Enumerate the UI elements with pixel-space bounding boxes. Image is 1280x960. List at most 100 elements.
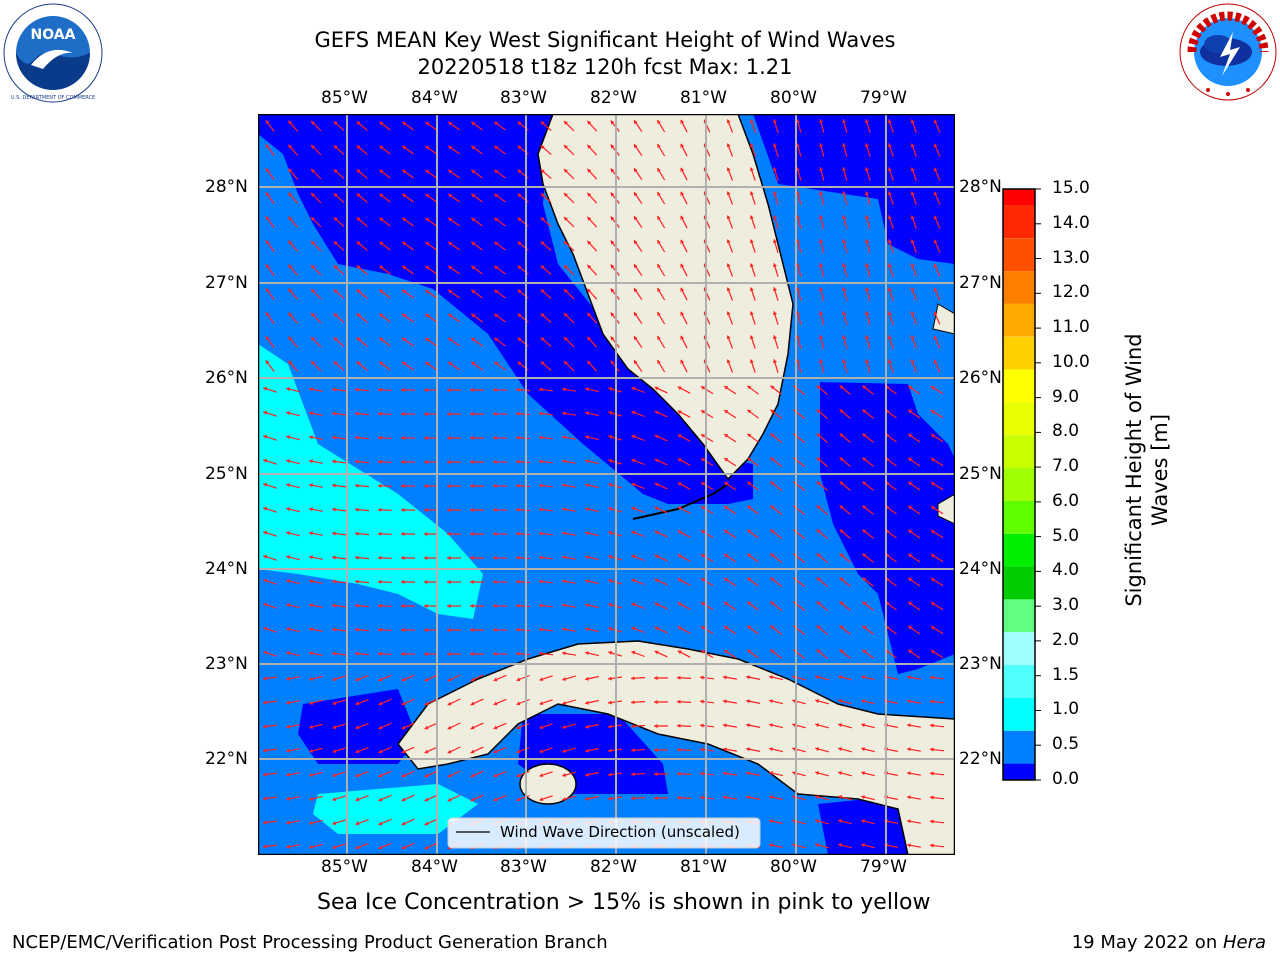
colorbar-segment: [1003, 599, 1035, 633]
wind-arrow-head: [839, 553, 844, 558]
wind-arrow-head: [773, 335, 777, 340]
wind-arrow-head: [819, 119, 824, 124]
wind-arrow-head: [726, 119, 731, 124]
wind-arrow-head: [796, 143, 800, 148]
wind-arrow-head: [564, 337, 568, 341]
wind-arrow-head: [634, 312, 638, 317]
wind-arrow-head: [447, 677, 452, 682]
wind-arrow-head: [749, 239, 754, 244]
wind-arrow-head: [933, 143, 938, 148]
wind-arrow-head: [517, 217, 522, 222]
wind-arrow-head: [887, 239, 892, 244]
wind-arrow-head: [539, 725, 544, 730]
lon-bottom-3: 82°W: [590, 857, 637, 877]
wind-arrow-head: [286, 844, 290, 849]
wind-arrow-head: [470, 435, 474, 440]
wind-arrow-head: [654, 772, 658, 777]
wind-arrow-head: [424, 651, 428, 657]
wind-arrow-head: [471, 145, 476, 150]
wind-arrow-head: [493, 651, 497, 656]
wind-arrow-head: [819, 359, 824, 364]
wind-arrow-head: [286, 748, 290, 753]
wind-arrow-head: [773, 263, 777, 268]
wind-arrow-head: [815, 699, 820, 704]
wind-arrow-head: [378, 677, 383, 682]
wind-arrow-head: [332, 677, 337, 681]
wind-arrow-head: [493, 773, 498, 778]
wind-arrow-head: [701, 434, 705, 438]
wind-arrow-head: [402, 241, 407, 246]
lon-top-4: 81°W: [680, 88, 727, 108]
wind-arrow-head: [610, 192, 615, 197]
wind-arrow-head: [470, 651, 474, 656]
wind-arrow-head: [677, 578, 682, 583]
wind-arrow-head: [680, 335, 685, 340]
wind-arrow-head: [356, 361, 361, 366]
wind-arrow-head: [680, 311, 685, 316]
wind-arrow-head: [749, 335, 754, 340]
wind-arrow-head: [424, 749, 429, 754]
wind-arrow-head: [379, 313, 384, 318]
wind-arrow-head: [355, 677, 360, 682]
wind-arrow-head: [796, 335, 800, 340]
wind-arrow-head: [587, 336, 592, 341]
wind-arrow-head: [356, 145, 361, 150]
wind-arrow-head: [402, 121, 407, 126]
wind-arrow-head: [749, 143, 754, 148]
wind-arrow-head: [585, 651, 589, 656]
wind-arrow-head: [931, 626, 935, 630]
wind-arrow-head: [677, 675, 681, 680]
wind-arrow-head: [887, 215, 892, 220]
wind-arrow-head: [608, 507, 613, 511]
wind-arrow-head: [517, 337, 522, 342]
wind-arrow-head: [930, 747, 934, 752]
colorbar-segment: [1003, 665, 1035, 698]
wind-arrow-head: [587, 192, 592, 197]
wind-arrow-head: [309, 387, 313, 392]
colorbar-tick-label: 6.0: [1052, 491, 1080, 511]
wind-arrow-head: [378, 579, 382, 584]
wind-arrow-head: [424, 701, 429, 706]
wind-arrow-head: [724, 554, 729, 558]
wind-arrow-head: [700, 771, 704, 776]
wind-arrow-head: [263, 530, 268, 535]
wind-arrow-head: [517, 241, 522, 246]
colorbar-segment: [1003, 763, 1035, 780]
wind-arrow-head: [933, 263, 938, 268]
wind-arrow-head: [470, 749, 475, 754]
wind-arrow-head: [819, 215, 824, 220]
wind-arrow-head: [424, 797, 429, 802]
land-isla: [519, 763, 577, 805]
colorbar-segment: [1003, 435, 1035, 469]
wind-arrow-head: [910, 239, 915, 244]
wind-arrow-head: [865, 311, 869, 316]
lat-right-3: 25°N: [959, 464, 1002, 484]
wind-arrow-head: [424, 387, 428, 393]
wind-arrow-head: [540, 217, 545, 222]
wind-arrow-head: [265, 360, 270, 365]
wind-arrow-head: [747, 553, 752, 558]
wind-arrow-head: [540, 121, 545, 126]
wind-arrow-head: [747, 481, 752, 486]
wind-arrow-head: [747, 529, 752, 534]
wind-arrow-head: [493, 531, 497, 536]
wind-arrow-head: [263, 820, 267, 825]
wind-arrow-head: [288, 360, 293, 365]
wind-arrow-head: [564, 217, 568, 221]
wind-arrow-head: [815, 771, 820, 776]
wind-arrow-head: [263, 410, 268, 415]
wind-arrow-head: [887, 191, 892, 196]
wind-arrow-head: [540, 193, 545, 198]
wind-arrow-head: [746, 675, 750, 680]
wind-arrow-head: [424, 677, 429, 682]
wind-arrow-head: [701, 578, 705, 582]
wind-arrow-head: [263, 506, 268, 511]
wind-arrow-head: [263, 482, 268, 487]
wind-arrow-head: [539, 773, 544, 778]
wind-arrow-head: [539, 507, 543, 512]
wind-arrow-head: [540, 265, 545, 270]
wind-arrow-head: [539, 627, 543, 632]
colorbar-label-line1: Significant Height of Wind: [1122, 333, 1146, 607]
wind-arrow-head: [425, 242, 430, 246]
wind-arrow-head: [402, 169, 407, 174]
